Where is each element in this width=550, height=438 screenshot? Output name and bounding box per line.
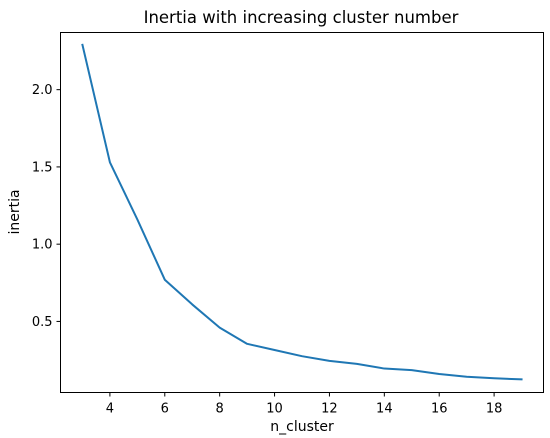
y-tick-label: 0.5 (32, 315, 53, 330)
x-tick-label: 18 (486, 402, 503, 417)
x-tick-label: 16 (431, 402, 448, 417)
y-axis-label: inertia (7, 189, 23, 234)
x-tick-label: 10 (266, 402, 283, 417)
y-tick-label: 1.5 (32, 160, 53, 175)
y-tick-label: 2.0 (32, 83, 53, 98)
plot-frame (60, 32, 544, 393)
chart-title: Inertia with increasing cluster number (144, 8, 459, 27)
x-ticks: 4 6 8 10 12 14 16 18 (106, 392, 503, 417)
x-tick-label: 12 (321, 402, 338, 417)
x-axis-label: n_cluster (270, 419, 334, 435)
y-tick-label: 1.0 (32, 238, 53, 253)
series-group (81, 43, 523, 381)
x-tick-label: 8 (216, 402, 224, 417)
series-line (81, 43, 523, 381)
x-tick-label: 4 (106, 402, 114, 417)
y-ticks: 0.5 1.0 1.5 2.0 (32, 83, 61, 330)
x-tick-label: 14 (376, 402, 393, 417)
x-tick-label: 6 (161, 402, 169, 417)
